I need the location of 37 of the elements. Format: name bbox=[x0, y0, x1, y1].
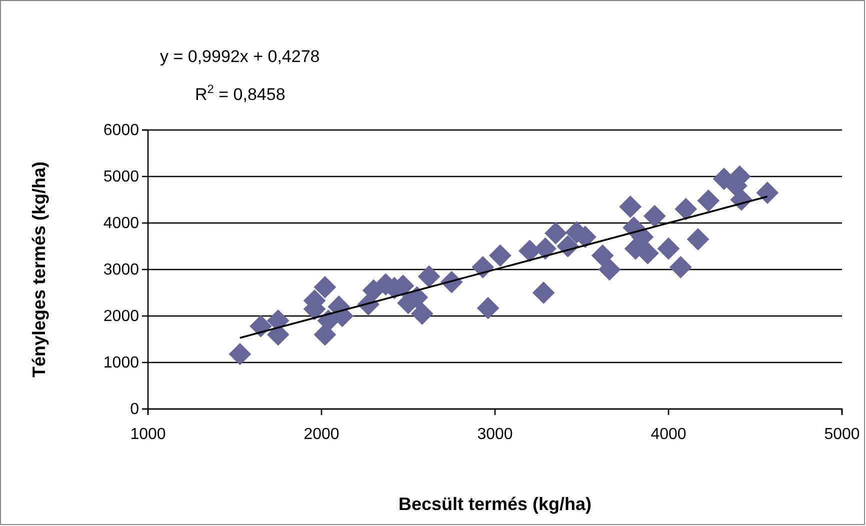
point bbox=[619, 196, 642, 218]
y-tick-label: 3000 bbox=[103, 262, 140, 279]
point bbox=[756, 182, 779, 204]
x-tick-label: 5000 bbox=[824, 426, 860, 443]
point bbox=[250, 315, 272, 338]
point bbox=[314, 276, 336, 298]
y-tick-label: 0 bbox=[130, 401, 140, 418]
point bbox=[544, 222, 567, 244]
x-axis-title: Becsült termés (kg/ha) bbox=[398, 494, 592, 514]
point bbox=[489, 244, 512, 267]
y-tick-label: 5000 bbox=[103, 168, 140, 186]
point bbox=[657, 237, 680, 260]
text: y = 0,9992x + 0,4278 bbox=[160, 47, 320, 66]
point bbox=[669, 256, 692, 278]
y-axis-title: Tényleges termés (kg/ha) bbox=[29, 161, 49, 378]
point bbox=[591, 244, 614, 267]
x-tick-label: 4000 bbox=[650, 426, 686, 443]
point bbox=[476, 296, 500, 320]
x-tick-label: 3000 bbox=[477, 426, 513, 443]
text: R$^{2}$ = 0,8458 bbox=[195, 82, 286, 104]
point bbox=[598, 258, 621, 281]
point bbox=[697, 190, 720, 212]
point bbox=[472, 256, 494, 278]
point bbox=[686, 228, 710, 250]
point bbox=[643, 204, 666, 228]
y-tick-label: 4000 bbox=[103, 215, 140, 232]
y-tick-label: 6000 bbox=[103, 122, 140, 140]
point bbox=[410, 302, 434, 325]
y-tick-label: 1000 bbox=[103, 354, 140, 372]
point bbox=[418, 265, 440, 288]
point bbox=[534, 237, 556, 260]
point bbox=[532, 282, 555, 304]
y-tick-label: 2000 bbox=[103, 308, 140, 326]
point bbox=[228, 342, 252, 366]
x-tick-label: 2000 bbox=[304, 426, 340, 443]
x-tick-label: 1000 bbox=[130, 426, 166, 443]
point bbox=[674, 198, 698, 220]
